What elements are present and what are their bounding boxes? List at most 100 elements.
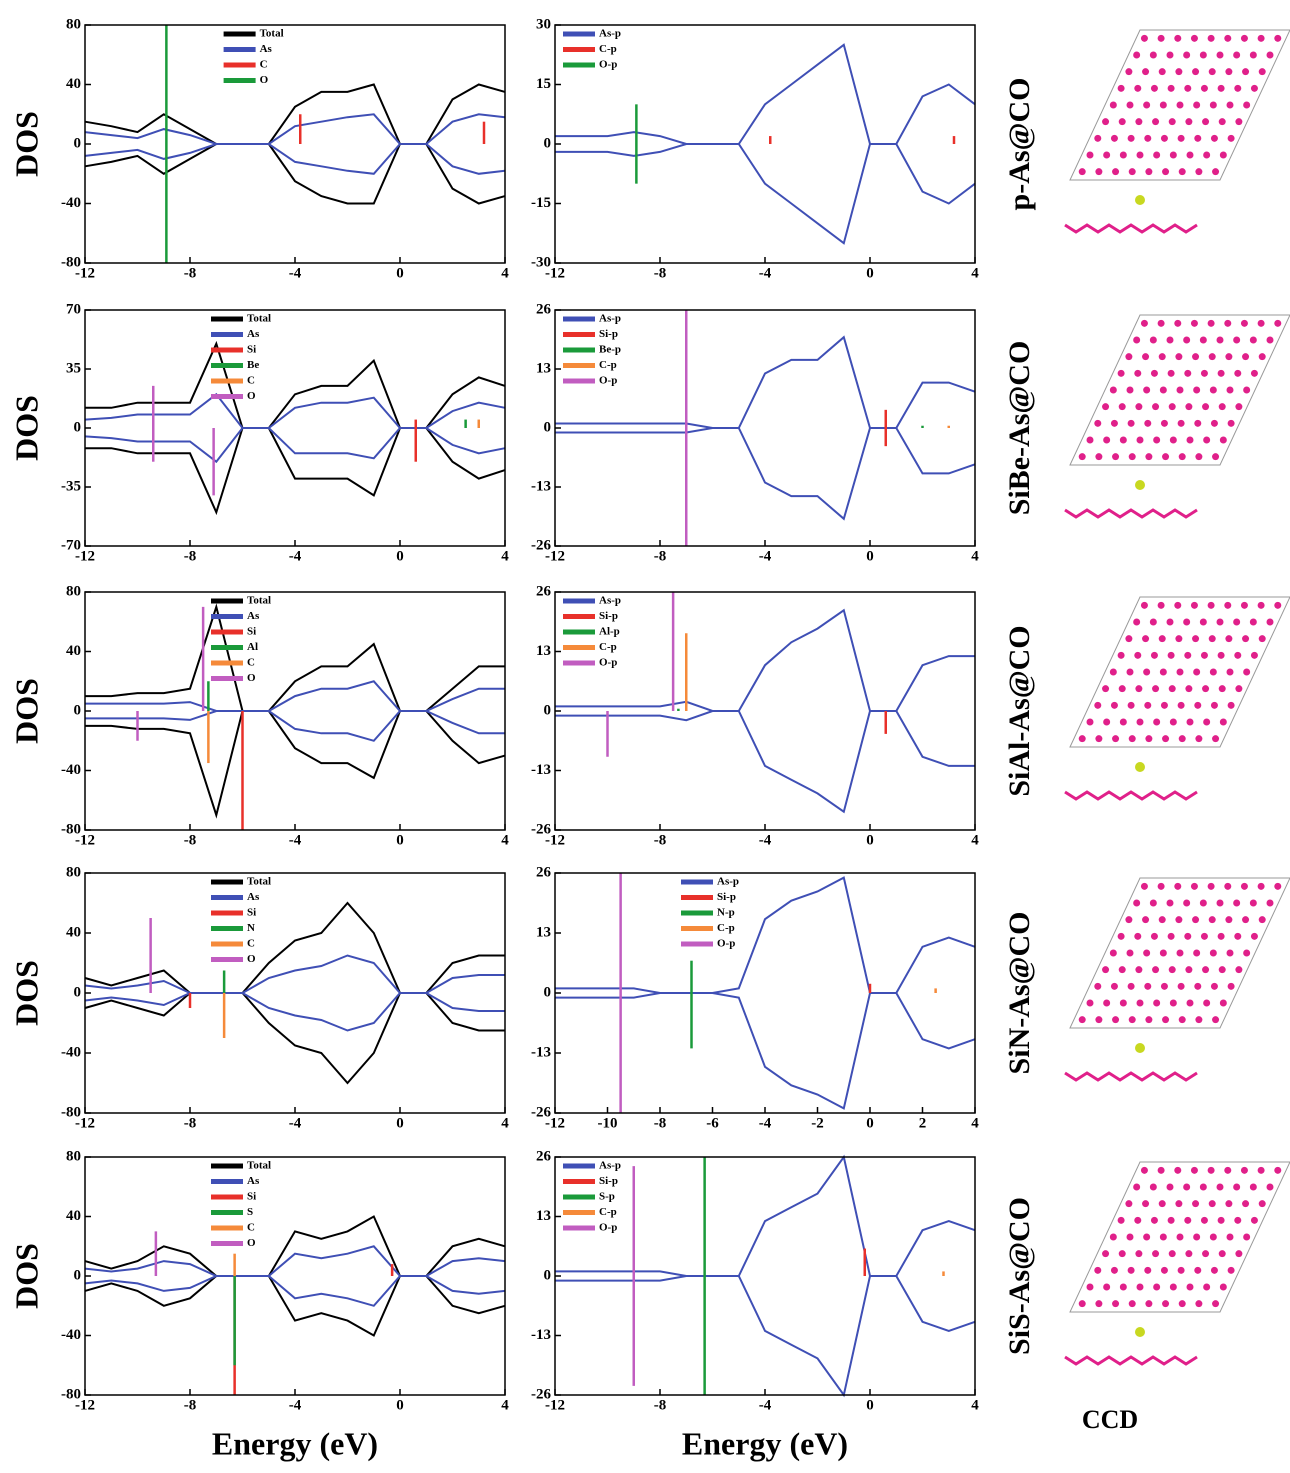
atom bbox=[1195, 1300, 1202, 1307]
atom bbox=[1120, 1000, 1127, 1007]
atom bbox=[1191, 1167, 1198, 1174]
atom bbox=[1183, 337, 1190, 344]
atom bbox=[1258, 35, 1265, 42]
atom bbox=[1141, 1167, 1148, 1174]
atom bbox=[1224, 883, 1231, 890]
legend-label: As bbox=[247, 1175, 260, 1187]
x-tick-label: -4 bbox=[759, 265, 772, 281]
adsorbate bbox=[1135, 480, 1145, 490]
atom bbox=[1145, 735, 1152, 742]
atom bbox=[1129, 168, 1136, 175]
atom bbox=[1143, 950, 1150, 957]
atom bbox=[1274, 1167, 1281, 1174]
atom bbox=[1200, 619, 1207, 626]
atom bbox=[1191, 883, 1198, 890]
x-tick-label: 2 bbox=[919, 1115, 927, 1131]
legend-label: C bbox=[247, 375, 255, 387]
y-tick-label: -40 bbox=[61, 1327, 81, 1343]
structure-label: SiBe-As@CO bbox=[1003, 341, 1036, 516]
atom bbox=[1185, 685, 1192, 692]
atom bbox=[1151, 370, 1158, 377]
atom bbox=[1159, 353, 1166, 360]
structure-label: SiAl-As@CO bbox=[1003, 625, 1036, 796]
atom bbox=[1177, 102, 1184, 109]
x-tick-label: -4 bbox=[289, 265, 302, 281]
x-tick-label: -2 bbox=[811, 1115, 824, 1131]
plot-frame bbox=[555, 873, 975, 1113]
atom bbox=[1153, 437, 1160, 444]
adsorbate bbox=[1135, 1043, 1145, 1053]
atom bbox=[1184, 1217, 1191, 1224]
atom bbox=[1233, 52, 1240, 59]
x-tick-label: -8 bbox=[184, 1115, 197, 1131]
atom bbox=[1251, 85, 1258, 92]
atom bbox=[1112, 453, 1119, 460]
x-tick-label: 0 bbox=[396, 548, 404, 564]
x-tick-label: 0 bbox=[396, 1115, 404, 1131]
plot-frame bbox=[85, 25, 505, 263]
atom bbox=[1259, 635, 1266, 642]
atom bbox=[1241, 602, 1248, 609]
atom bbox=[1095, 453, 1102, 460]
atom bbox=[1177, 387, 1184, 394]
plot-frame bbox=[85, 592, 505, 830]
atom bbox=[1079, 1300, 1086, 1307]
x-tick-label: -4 bbox=[289, 1397, 302, 1413]
atom bbox=[1235, 966, 1242, 973]
atom bbox=[1177, 950, 1184, 957]
atom bbox=[1220, 1000, 1227, 1007]
atom bbox=[1151, 652, 1158, 659]
atom bbox=[1178, 983, 1185, 990]
atom bbox=[1220, 152, 1227, 159]
atom bbox=[1192, 635, 1199, 642]
atom bbox=[1162, 1016, 1169, 1023]
atom bbox=[1168, 933, 1175, 940]
atom bbox=[1144, 1267, 1151, 1274]
x-tick-label: 4 bbox=[501, 1397, 509, 1413]
atom bbox=[1137, 152, 1144, 159]
atom bbox=[1201, 652, 1208, 659]
atom bbox=[1201, 933, 1208, 940]
atom bbox=[1158, 602, 1165, 609]
atom bbox=[1192, 916, 1199, 923]
y-tick-label: 0 bbox=[74, 1267, 82, 1283]
atom bbox=[1179, 168, 1186, 175]
atom bbox=[1125, 635, 1132, 642]
dos-line bbox=[555, 1276, 975, 1395]
legend-label: As-p bbox=[717, 876, 739, 888]
atom bbox=[1218, 85, 1225, 92]
atom bbox=[1128, 135, 1135, 142]
atom bbox=[1168, 85, 1175, 92]
atom bbox=[1142, 353, 1149, 360]
atom bbox=[1094, 702, 1101, 709]
atom bbox=[1274, 883, 1281, 890]
atom bbox=[1234, 370, 1241, 377]
atom bbox=[1103, 1284, 1110, 1291]
atom bbox=[1178, 135, 1185, 142]
x-tick-label: 4 bbox=[971, 1397, 979, 1413]
atom bbox=[1208, 602, 1215, 609]
legend-label: C-p bbox=[599, 359, 617, 371]
legend-label: C bbox=[260, 59, 268, 71]
atom bbox=[1159, 68, 1166, 75]
y-tick-label: 40 bbox=[66, 76, 81, 92]
atom bbox=[1235, 403, 1242, 410]
atom bbox=[1127, 102, 1134, 109]
legend-label: O-p bbox=[599, 59, 617, 71]
atom bbox=[1111, 135, 1118, 142]
y-tick-label: 70 bbox=[66, 301, 81, 317]
atom bbox=[1170, 152, 1177, 159]
atom bbox=[1161, 135, 1168, 142]
atom bbox=[1160, 950, 1167, 957]
legend-label: C-p bbox=[599, 1206, 617, 1218]
atom bbox=[1170, 719, 1177, 726]
atom bbox=[1192, 1200, 1199, 1207]
atom bbox=[1119, 1250, 1126, 1257]
atom bbox=[1095, 168, 1102, 175]
legend-label: Si-p bbox=[599, 328, 618, 340]
atom bbox=[1267, 900, 1274, 907]
atom bbox=[1175, 635, 1182, 642]
y-tick-label: -13 bbox=[531, 478, 551, 494]
atom bbox=[1144, 983, 1151, 990]
atom bbox=[1137, 1000, 1144, 1007]
